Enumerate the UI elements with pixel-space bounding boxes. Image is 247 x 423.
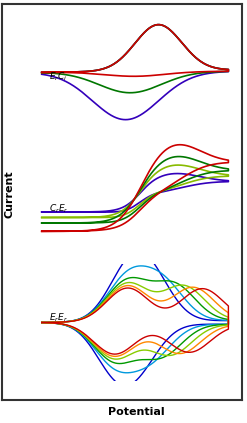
Text: Potential: Potential bbox=[107, 407, 164, 417]
Text: $C_rE_r$: $C_rE_r$ bbox=[49, 203, 69, 215]
Text: $E_rE_r$: $E_rE_r$ bbox=[49, 311, 68, 324]
Text: Current: Current bbox=[5, 171, 15, 218]
Text: $E_rC_i$: $E_rC_i$ bbox=[49, 71, 68, 83]
